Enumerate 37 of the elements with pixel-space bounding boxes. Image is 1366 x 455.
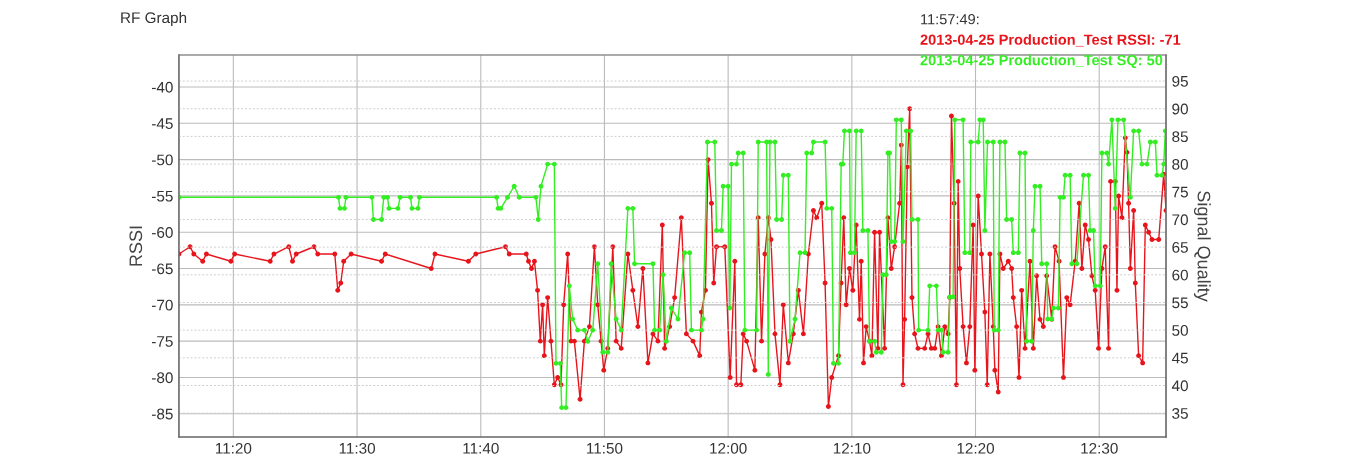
y2-tick-label: 75	[1172, 186, 1188, 198]
y-tick-label: -75	[151, 336, 173, 347]
y-axis-title: RSSI	[129, 226, 143, 266]
y2-tick-label: 90	[1172, 103, 1188, 115]
y-tick-label: -45	[151, 118, 173, 129]
x-tick-label: 12:20	[957, 442, 995, 454]
y-tick-label: -80	[151, 372, 173, 384]
y-tick-label: -85	[151, 408, 173, 420]
x-tick-label: 11:30	[339, 442, 376, 454]
y2-tick-label: 65	[1172, 241, 1188, 253]
x-tick-label: 12:10	[833, 442, 871, 454]
x-tick-label: 12:00	[710, 442, 747, 454]
y2-tick-label: 95	[1172, 75, 1188, 87]
y-tick-label: -40	[151, 81, 173, 93]
y2-tick-label: 60	[1172, 269, 1188, 281]
annotation: 2013-04-25 Production_Test SQ: 50	[920, 54, 1163, 69]
text: 2013-04-25 Production_Test RSSI: -71	[920, 34, 1181, 47]
x-tick-label: 12:30	[1081, 442, 1118, 454]
y2-tick-label: 35	[1172, 408, 1188, 419]
x-tick-label: 11:40	[463, 442, 499, 454]
y2-tick-label: 55	[1172, 297, 1188, 309]
y-tick-label: -60	[151, 227, 173, 238]
y-tick-label: -65	[151, 263, 173, 275]
y2-tick-label: 80	[1172, 158, 1188, 170]
y2-tick-label: 40	[1171, 380, 1188, 392]
y-tick-label: -50	[151, 154, 173, 166]
x-tick-label: 11:50	[587, 442, 623, 454]
y-tick-label: -55	[151, 190, 173, 202]
y2-tick-label: 45	[1171, 352, 1188, 364]
y2-axis-title: Signal Quality	[1193, 191, 1211, 302]
chart-title: RF Graph	[121, 11, 187, 27]
y-tick-label: -70	[151, 299, 173, 311]
y2-tick-label: 85	[1172, 131, 1188, 143]
y2-tick-label: 70	[1172, 214, 1188, 226]
text: 11:57:49:	[921, 14, 979, 25]
y2-tick-label: 50	[1172, 325, 1188, 336]
x-tick-label: 11:20	[215, 442, 252, 454]
